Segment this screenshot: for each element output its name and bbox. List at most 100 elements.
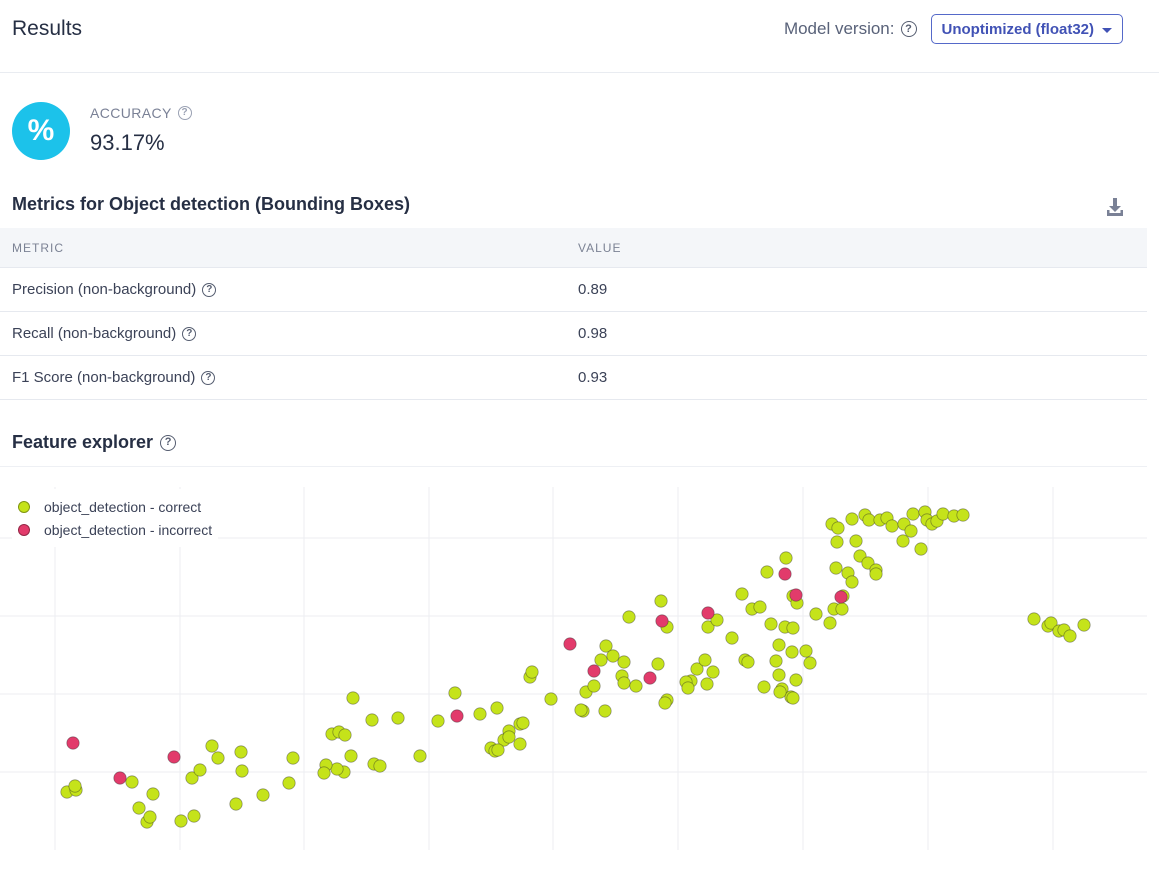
download-icon[interactable]: [1105, 196, 1125, 218]
point-incorrect[interactable]: [563, 637, 577, 651]
point-correct[interactable]: [773, 685, 787, 699]
point-correct[interactable]: [544, 692, 558, 706]
point-correct[interactable]: [853, 549, 867, 563]
point-correct[interactable]: [629, 679, 643, 693]
point-correct[interactable]: [185, 771, 199, 785]
point-correct[interactable]: [710, 613, 724, 627]
point-incorrect[interactable]: [643, 671, 657, 685]
point-correct[interactable]: [143, 810, 157, 824]
point-incorrect[interactable]: [167, 750, 181, 764]
point-correct[interactable]: [786, 691, 800, 705]
point-correct[interactable]: [234, 745, 248, 759]
point-correct[interactable]: [330, 762, 344, 776]
point-correct[interactable]: [701, 620, 715, 634]
point-correct[interactable]: [317, 766, 331, 780]
point-incorrect[interactable]: [113, 771, 127, 785]
point-correct[interactable]: [764, 617, 778, 631]
point-correct[interactable]: [809, 607, 823, 621]
point-correct[interactable]: [286, 751, 300, 765]
point-correct[interactable]: [936, 507, 950, 521]
point-correct[interactable]: [282, 776, 296, 790]
point-correct[interactable]: [146, 787, 160, 801]
point-correct[interactable]: [516, 716, 530, 730]
point-correct[interactable]: [1027, 612, 1041, 626]
legend-item-correct[interactable]: object_detection - correct: [18, 495, 212, 518]
point-correct[interactable]: [753, 600, 767, 614]
point-correct[interactable]: [772, 638, 786, 652]
point-correct[interactable]: [869, 567, 883, 581]
point-correct[interactable]: [338, 728, 352, 742]
feature-explorer-chart[interactable]: [0, 467, 1159, 867]
point-correct[interactable]: [132, 801, 146, 815]
point-correct[interactable]: [803, 656, 817, 670]
point-correct[interactable]: [491, 743, 505, 757]
point-correct[interactable]: [651, 657, 665, 671]
point-correct[interactable]: [229, 797, 243, 811]
point-correct[interactable]: [193, 763, 207, 777]
point-correct[interactable]: [741, 655, 755, 669]
point-correct[interactable]: [845, 512, 859, 526]
point-correct[interactable]: [431, 714, 445, 728]
point-correct[interactable]: [830, 535, 844, 549]
point-correct[interactable]: [845, 575, 859, 589]
point-correct[interactable]: [513, 737, 527, 751]
point-correct[interactable]: [885, 519, 899, 533]
point-correct[interactable]: [831, 521, 845, 535]
point-correct[interactable]: [373, 759, 387, 773]
point-incorrect[interactable]: [778, 567, 792, 581]
point-correct[interactable]: [594, 653, 608, 667]
point-correct[interactable]: [490, 701, 504, 715]
point-correct[interactable]: [346, 691, 360, 705]
point-correct[interactable]: [658, 696, 672, 710]
point-correct[interactable]: [725, 631, 739, 645]
point-correct[interactable]: [574, 703, 588, 717]
point-correct[interactable]: [473, 707, 487, 721]
point-correct[interactable]: [698, 653, 712, 667]
point-correct[interactable]: [525, 665, 539, 679]
point-correct[interactable]: [956, 508, 970, 522]
point-incorrect[interactable]: [789, 588, 803, 602]
point-incorrect[interactable]: [66, 736, 80, 750]
help-icon[interactable]: ?: [182, 326, 197, 341]
point-correct[interactable]: [654, 594, 668, 608]
point-correct[interactable]: [862, 513, 876, 527]
point-correct[interactable]: [174, 814, 188, 828]
point-correct[interactable]: [598, 704, 612, 718]
point-correct[interactable]: [786, 621, 800, 635]
legend-item-incorrect[interactable]: object_detection - incorrect: [18, 518, 212, 541]
point-correct[interactable]: [622, 610, 636, 624]
point-correct[interactable]: [365, 713, 379, 727]
point-incorrect[interactable]: [701, 606, 715, 620]
help-icon[interactable]: ?: [177, 106, 192, 120]
point-correct[interactable]: [849, 534, 863, 548]
point-correct[interactable]: [896, 534, 910, 548]
point-correct[interactable]: [256, 788, 270, 802]
help-icon[interactable]: ?: [900, 21, 917, 37]
point-correct[interactable]: [187, 809, 201, 823]
point-correct[interactable]: [413, 749, 427, 763]
point-correct[interactable]: [681, 681, 695, 695]
point-correct[interactable]: [789, 673, 803, 687]
point-correct[interactable]: [344, 749, 358, 763]
point-correct[interactable]: [914, 542, 928, 556]
point-correct[interactable]: [391, 711, 405, 725]
point-correct[interactable]: [606, 649, 620, 663]
point-incorrect[interactable]: [450, 709, 464, 723]
point-correct[interactable]: [690, 662, 704, 676]
point-correct[interactable]: [502, 730, 516, 744]
point-correct[interactable]: [599, 639, 613, 653]
point-correct[interactable]: [1077, 618, 1091, 632]
model-version-select[interactable]: Unoptimized (float32): [930, 14, 1123, 44]
help-icon[interactable]: ?: [202, 282, 217, 297]
point-incorrect[interactable]: [655, 614, 669, 628]
point-correct[interactable]: [1063, 629, 1077, 643]
point-correct[interactable]: [785, 645, 799, 659]
point-correct[interactable]: [829, 561, 843, 575]
point-correct[interactable]: [211, 751, 225, 765]
point-correct[interactable]: [68, 779, 82, 793]
point-incorrect[interactable]: [834, 590, 848, 604]
point-correct[interactable]: [904, 524, 918, 538]
point-correct[interactable]: [835, 602, 849, 616]
point-correct[interactable]: [757, 680, 771, 694]
point-correct[interactable]: [779, 551, 793, 565]
